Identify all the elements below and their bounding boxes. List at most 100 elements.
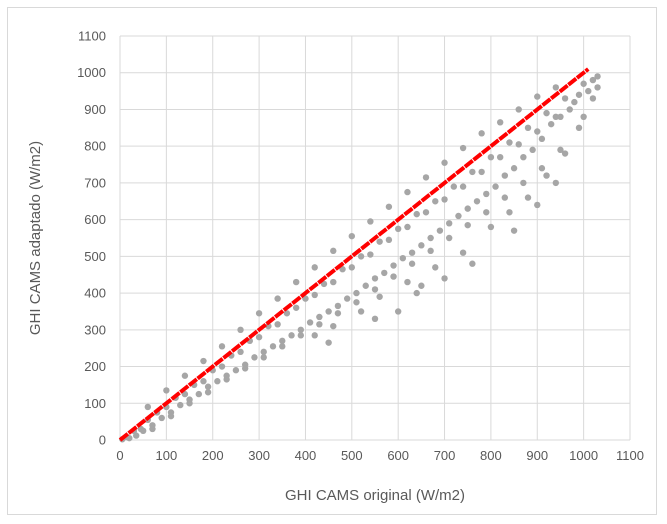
scatter-point [163, 387, 170, 394]
scatter-point [330, 247, 337, 255]
scatter-point [376, 238, 383, 245]
y-axis-title: GHI CAMS adaptado (W/m2) [27, 141, 44, 335]
scatter-point [362, 282, 369, 289]
scatter-point [478, 168, 485, 176]
scatter-point [427, 247, 434, 255]
scatter-point [566, 106, 573, 113]
data-points [119, 73, 601, 443]
scatter-point [348, 232, 356, 240]
x-tick-label: 100 [156, 448, 178, 463]
scatter-point [265, 322, 272, 330]
scatter-point [483, 209, 490, 216]
scatter-point [133, 432, 140, 439]
scatter-point [441, 159, 448, 166]
scatter-point [232, 367, 240, 374]
scatter-point [520, 179, 527, 187]
scatter-point [515, 106, 522, 113]
y-tick-label: 900 [84, 102, 106, 117]
scatter-point [394, 225, 402, 233]
scatter-point [492, 183, 499, 190]
scatter-point [353, 299, 360, 306]
scatter-point [283, 310, 291, 317]
x-tick-label: 400 [295, 448, 317, 463]
x-axis-title: GHI CAMS original (W/m2) [285, 487, 465, 504]
scatter-point [520, 154, 527, 161]
scatter-point [450, 183, 458, 190]
scatter-point [413, 210, 420, 218]
scatter-point [311, 264, 318, 271]
scatter-point [455, 212, 462, 220]
scatter-point [543, 172, 550, 179]
scatter-point [343, 295, 351, 302]
scatter-point [279, 343, 286, 350]
x-tick-label: 600 [387, 448, 409, 463]
scatter-point [255, 310, 263, 317]
scatter-point [218, 343, 226, 350]
scatter-point [279, 337, 286, 345]
scatter-point [311, 332, 318, 339]
scatter-point [534, 93, 541, 100]
x-tick-label: 1000 [569, 448, 598, 463]
scatter-point [552, 179, 560, 187]
x-tick-label: 500 [341, 448, 363, 463]
scatter-point [181, 372, 189, 379]
scatter-point [376, 293, 383, 300]
scatter-point [580, 80, 587, 87]
scatter-point [441, 196, 448, 203]
scatter-point [464, 221, 471, 229]
scatter-point [274, 321, 281, 328]
scatter-point [459, 249, 467, 256]
x-tick-label: 300 [248, 448, 270, 463]
scatter-point [515, 141, 522, 148]
scatter-point [487, 154, 495, 161]
scatter-point [186, 400, 193, 407]
scatter-point [260, 348, 267, 356]
scatter-point [371, 286, 379, 293]
scatter-point [223, 376, 230, 383]
scatter-point [325, 339, 332, 346]
scatter-point [506, 209, 513, 216]
scatter-point [241, 365, 249, 372]
scatter-point [557, 113, 564, 121]
scatter-point [269, 343, 277, 350]
x-tick-label: 700 [434, 448, 456, 463]
scatter-point [158, 414, 165, 422]
scatter-point [139, 427, 147, 435]
scatter-point [538, 165, 546, 172]
scatter-point [274, 295, 281, 302]
y-tick-label: 400 [84, 286, 106, 301]
scatter-point [510, 165, 518, 172]
scatter-point [561, 150, 569, 157]
scatter-point [478, 130, 485, 137]
scatter-point [418, 282, 425, 289]
scatter-point [404, 223, 411, 231]
scatter-point [404, 188, 411, 196]
scatter-point [575, 124, 583, 132]
x-tick-label: 1100 [616, 448, 644, 463]
scatter-point [441, 275, 448, 282]
scatter-point [334, 302, 342, 310]
scatter-point [547, 120, 555, 128]
scatter-point [473, 198, 481, 205]
scatter-point [552, 84, 560, 91]
scatter-point [357, 308, 365, 315]
identity-line [118, 67, 590, 442]
scatter-point [149, 425, 156, 433]
scatter-point [218, 363, 226, 370]
scatter-point [237, 348, 244, 356]
scatter-point [487, 223, 495, 231]
scatter-point [339, 266, 346, 273]
scatter-point [371, 315, 379, 322]
scatter-point [177, 401, 184, 409]
x-tick-label: 900 [526, 448, 548, 463]
x-tick-label: 200 [202, 448, 224, 463]
scatter-point [316, 313, 323, 321]
scatter-point [325, 308, 332, 315]
scatter-point [534, 128, 541, 135]
scatter-point [260, 354, 267, 361]
tick-labels: 0 100 200 300 400 500 600 700 800 900 1000 1100 0 100… [77, 29, 644, 464]
scatter-point [385, 236, 393, 244]
scatter-point [371, 275, 379, 282]
scatter-point [367, 218, 374, 225]
